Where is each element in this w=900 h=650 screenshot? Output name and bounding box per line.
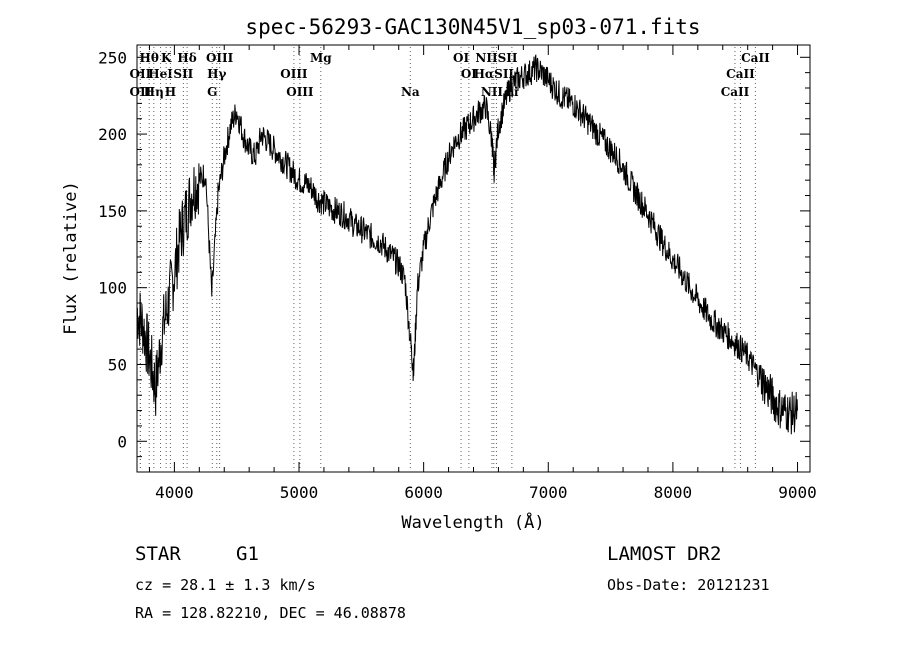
- line-marker-label: NIISII: [475, 51, 517, 65]
- x-tick-label: 9000: [778, 483, 817, 502]
- subclass-label: G1: [236, 543, 259, 565]
- obs-date: Obs-Date: 20121231: [607, 576, 770, 594]
- x-axis-label: Wavelength (Å): [401, 511, 544, 533]
- x-tick-label: 7000: [529, 483, 568, 502]
- survey-label: LAMOST DR2: [607, 543, 722, 565]
- chart-title: spec-56293-GAC130N45V1_sp03-071.fits: [245, 15, 700, 39]
- y-tick-label: 200: [98, 125, 127, 144]
- line-marker-label: G: [207, 85, 217, 99]
- line-marker-label: SII: [173, 67, 193, 81]
- x-tick-label: 6000: [404, 483, 443, 502]
- line-marker-label: Hδ: [177, 51, 196, 65]
- line-marker-label: K: [161, 51, 172, 65]
- line-marker-label: Na: [401, 85, 420, 99]
- line-marker-label: OI: [453, 51, 469, 65]
- line-marker-label: Hη: [144, 85, 164, 99]
- x-tick-label: 4000: [155, 483, 194, 502]
- cz-text: cz = 28.1 ± 1.3 km/s: [135, 576, 316, 594]
- class-label: STAR: [135, 543, 181, 565]
- y-tick-label: 0: [117, 432, 127, 451]
- line-marker-label: OI: [461, 67, 477, 81]
- line-marker-label: Hθ: [140, 51, 159, 65]
- line-marker-label: OIII: [206, 51, 234, 65]
- line-marker-label: OIII: [280, 67, 308, 81]
- line-marker-label: CaII: [741, 51, 770, 65]
- line-marker-label: OII: [130, 85, 152, 99]
- line-marker-label: CaII: [721, 85, 750, 99]
- line-marker-label: Hγ: [207, 67, 226, 81]
- line-marker-label: CaII: [726, 67, 755, 81]
- line-marker-label: OIII: [286, 85, 314, 99]
- y-tick-label: 50: [108, 355, 127, 374]
- y-axis-label: Flux (relative): [61, 181, 81, 335]
- x-tick-label: 8000: [654, 483, 693, 502]
- line-marker-label: HαSII: [474, 67, 515, 81]
- y-tick-label: 100: [98, 279, 127, 298]
- line-marker-label: NII: [481, 85, 504, 99]
- x-tick-label: 5000: [280, 483, 319, 502]
- y-tick-label: 250: [98, 48, 127, 67]
- line-marker-label: OII: [130, 67, 152, 81]
- spectrum-line: [136, 54, 798, 435]
- y-tick-label: 150: [98, 202, 127, 221]
- line-marker-label: HeI: [148, 67, 173, 81]
- line-marker-label: Mg: [310, 51, 332, 65]
- line-marker-label: H: [165, 85, 176, 99]
- axes: 4000 5000 6000 7000 8000 9000 0 50 100 150 200 250: [98, 45, 817, 502]
- coordinates-text: RA = 128.82210, DEC = 46.08878: [135, 604, 406, 622]
